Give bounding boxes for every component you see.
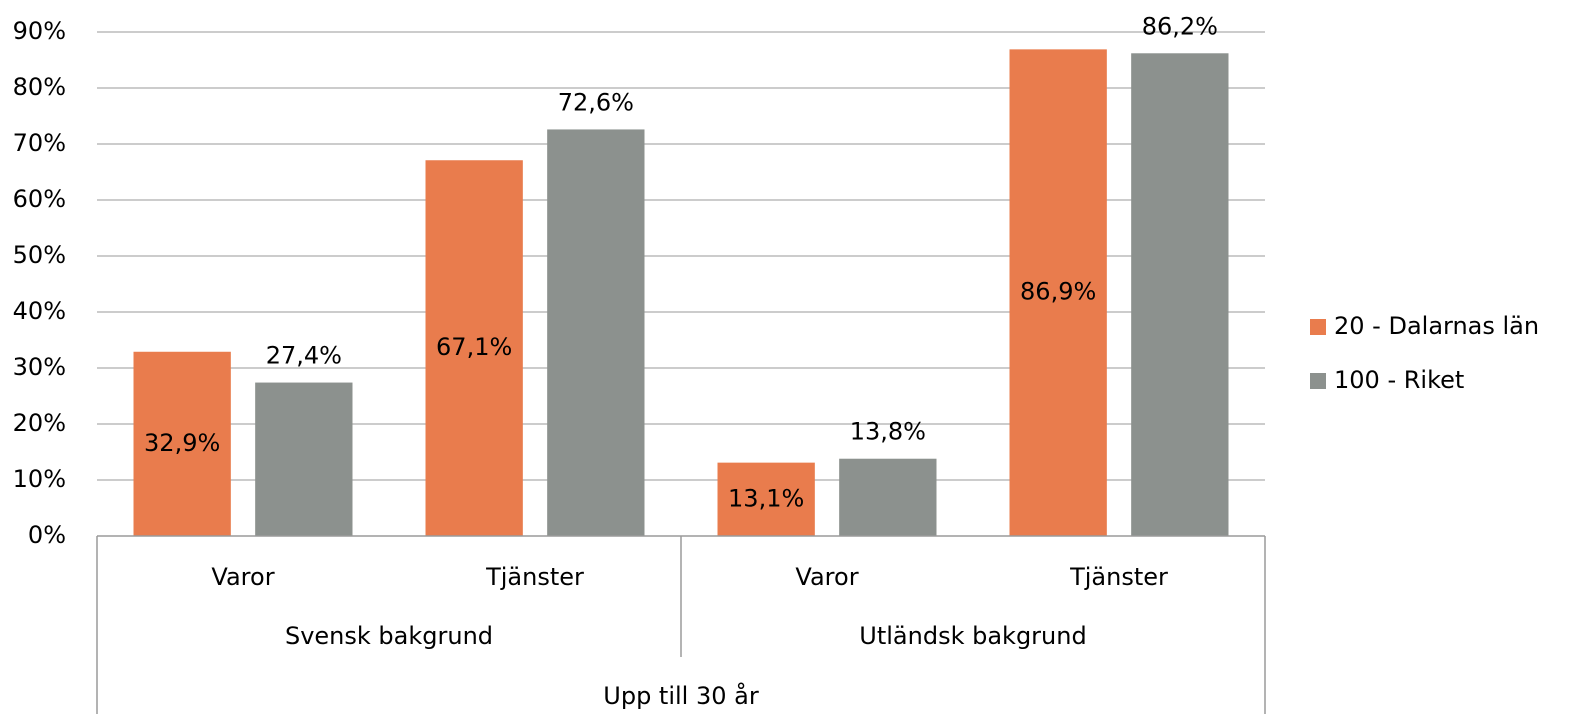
y-tick-label: 30% <box>13 353 66 381</box>
y-tick-label: 60% <box>13 185 66 213</box>
y-tick-label: 20% <box>13 409 66 437</box>
bar <box>255 382 353 536</box>
bar <box>839 458 937 536</box>
y-tick-label: 40% <box>13 297 66 325</box>
y-tick-label: 0% <box>28 521 66 549</box>
y-tick-label: 50% <box>13 241 66 269</box>
legend-label: 100 - Riket <box>1334 366 1464 394</box>
legend-label: 20 - Dalarnas län <box>1334 312 1539 340</box>
bar <box>1131 53 1229 536</box>
data-label: 27,4% <box>266 342 342 370</box>
bar <box>717 462 815 536</box>
group-label: Utländsk bakgrund <box>859 622 1086 650</box>
bar <box>547 129 645 536</box>
legend-swatch <box>1310 319 1326 335</box>
supergroup-label: Upp till 30 år <box>603 681 759 710</box>
group-label: Svensk bakgrund <box>285 622 493 650</box>
data-label: 72,6% <box>558 88 634 116</box>
bar <box>133 351 231 536</box>
x-tick-label: Varor <box>795 563 858 591</box>
y-tick-label: 80% <box>13 73 66 101</box>
legend-swatch <box>1310 373 1326 389</box>
x-tick-label: Tjänster <box>1069 563 1168 591</box>
data-label: 67,1% <box>436 333 512 361</box>
y-tick-label: 70% <box>13 129 66 157</box>
data-label: 86,9% <box>1020 278 1096 306</box>
y-tick-label: 90% <box>13 17 66 45</box>
data-label: 13,1% <box>728 484 804 512</box>
bar <box>425 160 523 537</box>
data-label: 13,8% <box>850 418 926 446</box>
x-tick-label: Tjänster <box>485 563 584 591</box>
bar <box>1009 49 1107 537</box>
y-tick-label: 10% <box>13 465 66 493</box>
data-label: 86,2% <box>1142 12 1218 40</box>
data-label: 32,9% <box>144 429 220 457</box>
x-tick-label: Varor <box>211 563 274 591</box>
